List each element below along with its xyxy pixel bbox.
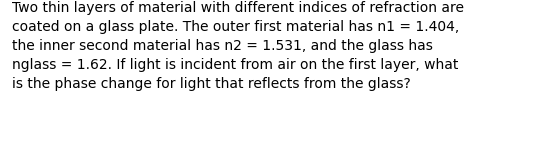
Text: Two thin layers of material with different indices of refraction are
coated on a: Two thin layers of material with differe…: [12, 1, 464, 91]
